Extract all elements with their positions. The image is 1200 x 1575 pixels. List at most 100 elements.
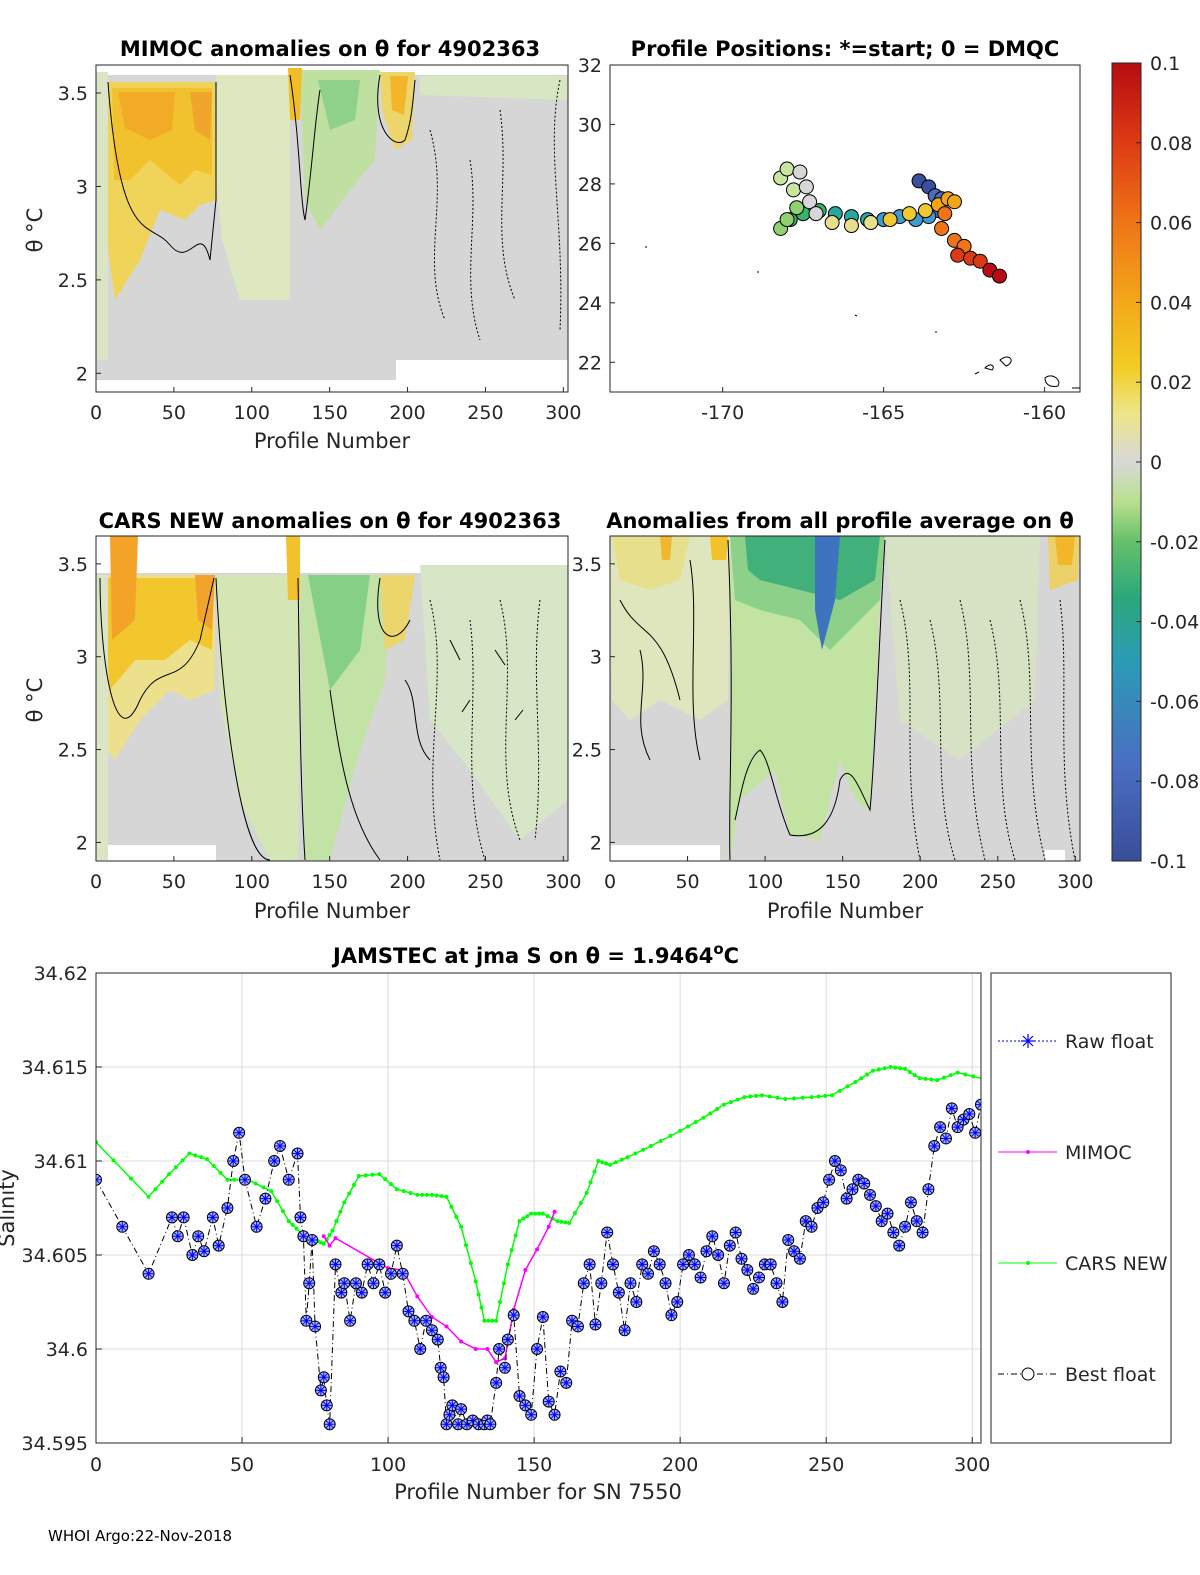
best-float-point	[899, 1220, 912, 1233]
avg-title: Anomalies from all profile average on θ	[606, 509, 1074, 533]
legend-label: Best float	[1065, 1364, 1156, 1386]
x-tick-label: 250	[467, 402, 503, 424]
best-float-point	[939, 1132, 952, 1145]
mimoc-title: MIMOC anomalies on θ for 4902363	[120, 37, 540, 61]
x-tick-label: 200	[902, 871, 938, 893]
best-float-point	[700, 1245, 713, 1258]
cars-new-point	[476, 1292, 481, 1297]
cars-new-point	[573, 1211, 578, 1216]
cars-new-point	[294, 1226, 299, 1231]
best-float-point	[928, 1139, 941, 1152]
map-profile-marker	[901, 206, 917, 222]
cars-new-point	[917, 1076, 922, 1081]
best-float-point	[431, 1333, 444, 1346]
y-tick-label: 22	[578, 352, 602, 374]
chart-xlabel: Profile Number for SN 7550	[394, 1480, 682, 1504]
cars-new-point	[490, 1318, 495, 1323]
cars-new-point	[633, 1151, 638, 1156]
cars-new-point	[173, 1165, 178, 1170]
best-float-point	[753, 1271, 766, 1284]
best-float-point	[922, 1183, 935, 1196]
x-tick-label: 100	[234, 402, 270, 424]
best-float-point	[323, 1418, 336, 1431]
legend-label: CARS NEW	[1065, 1253, 1168, 1275]
cars-new-point	[408, 1190, 413, 1195]
chart-title: JAMSTEC at jma S on θ = 1.9464oC	[331, 940, 739, 968]
cars-new-point	[935, 1078, 940, 1083]
cars-new-point	[888, 1065, 893, 1069]
best-float-point	[630, 1296, 643, 1308]
x-tick-label: 150	[825, 871, 861, 893]
x-tick-label: 100	[234, 871, 270, 893]
cars-new-point	[536, 1211, 541, 1216]
best-float-point	[864, 1188, 877, 1201]
best-float-point	[373, 1258, 386, 1271]
cars-new-point	[604, 1161, 609, 1166]
best-float-point	[507, 1309, 520, 1322]
cars-new-point	[401, 1189, 406, 1194]
cars-new-point	[658, 1138, 663, 1143]
cars-new-point	[942, 1075, 947, 1080]
mimoc-point	[459, 1339, 464, 1344]
cars-new-point	[613, 1160, 618, 1165]
colorbar-tick-label: -0.1	[1150, 851, 1187, 873]
footer-stamp: WHOI Argo:22-Nov-2018	[48, 1527, 232, 1545]
chart-yticks: 34.62 34.615 34.61 34.605 34.6 34.595	[22, 963, 102, 1455]
x-tick-label: 300	[545, 871, 581, 893]
cars-new-point	[903, 1066, 908, 1071]
best-float-point	[840, 1192, 853, 1205]
best-float-point	[642, 1267, 655, 1280]
cars-new-point	[837, 1088, 842, 1093]
cars-new-point	[275, 1199, 280, 1204]
best-float-point	[823, 1173, 836, 1186]
x-tick-label: 0	[604, 871, 616, 893]
cars-new-point	[898, 1066, 903, 1071]
best-float-point	[171, 1230, 184, 1243]
cars-new-point	[479, 1305, 484, 1310]
x-tick-label: 300	[1057, 871, 1093, 893]
mimoc-point	[444, 1324, 449, 1329]
cars-new-point	[701, 1115, 706, 1120]
cars-new-point	[370, 1172, 375, 1177]
x-tick-label: 250	[980, 871, 1016, 893]
best-float-point	[904, 1196, 917, 1209]
cars-new-point	[449, 1204, 454, 1209]
best-float-point	[624, 1277, 637, 1290]
cars-new-point	[525, 1214, 530, 1219]
mimoc-yticks: 3.5 3 2.5 2	[58, 83, 101, 385]
best-float-point	[484, 1418, 497, 1431]
cars-new-point	[545, 1214, 550, 1219]
best-float-point	[717, 1277, 730, 1290]
best-float-point	[805, 1220, 818, 1233]
cars-new-point	[584, 1190, 589, 1195]
best-float-point	[636, 1258, 649, 1271]
mimoc-point	[327, 1243, 332, 1248]
best-float-point	[355, 1286, 368, 1299]
y-tick-label: 34.595	[22, 1433, 88, 1455]
y-tick-label: 2.5	[572, 740, 602, 762]
cars-new-point	[111, 1158, 116, 1163]
best-float-point	[916, 1226, 929, 1239]
map-profile-marker	[779, 161, 795, 177]
map-profile-marker	[802, 194, 818, 210]
cars-new-point	[912, 1073, 917, 1078]
best-float-point	[583, 1258, 596, 1271]
map-panel: Profile Positions: *=start; 0 = DMQC -17…	[578, 37, 1081, 424]
map-axes-box	[609, 64, 1081, 393]
cars-new-point	[383, 1177, 388, 1182]
best-float-point	[647, 1245, 660, 1258]
cars-new-point	[963, 1072, 968, 1077]
avg-xticks: 0 50 100 150 200 250 300	[604, 856, 1093, 893]
best-float-point	[291, 1147, 304, 1160]
cars-new-point	[693, 1120, 698, 1125]
best-float-point	[198, 1245, 211, 1258]
map-profile-marker	[917, 203, 933, 219]
best-float-point	[548, 1408, 561, 1421]
cars-new-point	[742, 1095, 747, 1100]
best-float-point	[910, 1215, 923, 1228]
cars-new-point	[619, 1157, 624, 1162]
best-float-point	[531, 1343, 544, 1355]
mimoc-point	[473, 1347, 478, 1351]
best-float-point	[206, 1211, 219, 1224]
map-profile-marker	[789, 200, 805, 216]
